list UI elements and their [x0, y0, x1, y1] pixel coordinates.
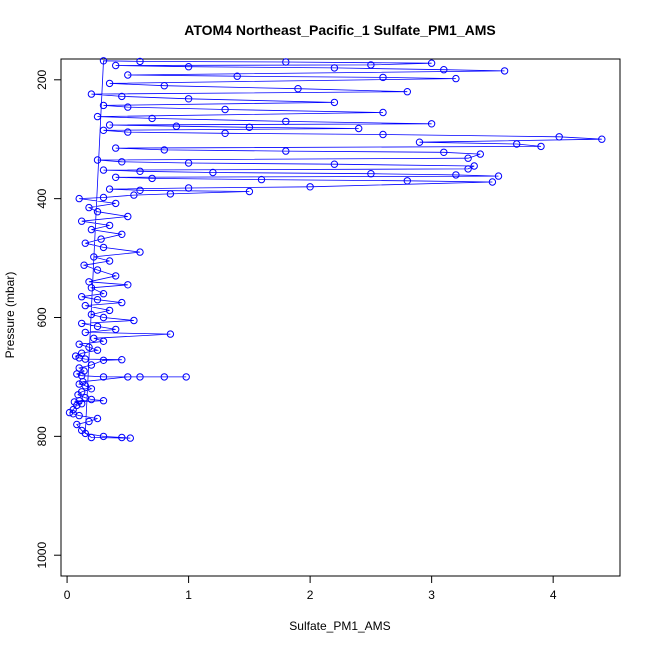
y-tick-label: 800 — [35, 426, 49, 446]
x-axis-label: Sulfate_PM1_AMS — [289, 619, 390, 633]
y-tick-label: 1000 — [35, 542, 49, 569]
y-axis: 200 400 600 800 1000 — [35, 69, 61, 568]
y-tick-label: 600 — [35, 307, 49, 327]
x-tick-label: 2 — [307, 588, 314, 602]
y-axis-label: Pressure (mbar) — [3, 272, 17, 359]
x-tick-label: 1 — [185, 588, 192, 602]
x-tick-label: 4 — [550, 588, 557, 602]
x-tick-label: 0 — [64, 588, 71, 602]
x-tick-label: 3 — [428, 588, 435, 602]
y-tick-label: 200 — [35, 69, 49, 89]
data-series — [66, 58, 605, 442]
x-axis: 0 1 2 3 4 — [64, 576, 557, 602]
chart-title: ATOM4 Northeast_Pacific_1 Sulfate_PM1_AM… — [184, 22, 495, 38]
y-tick-label: 400 — [35, 188, 49, 208]
